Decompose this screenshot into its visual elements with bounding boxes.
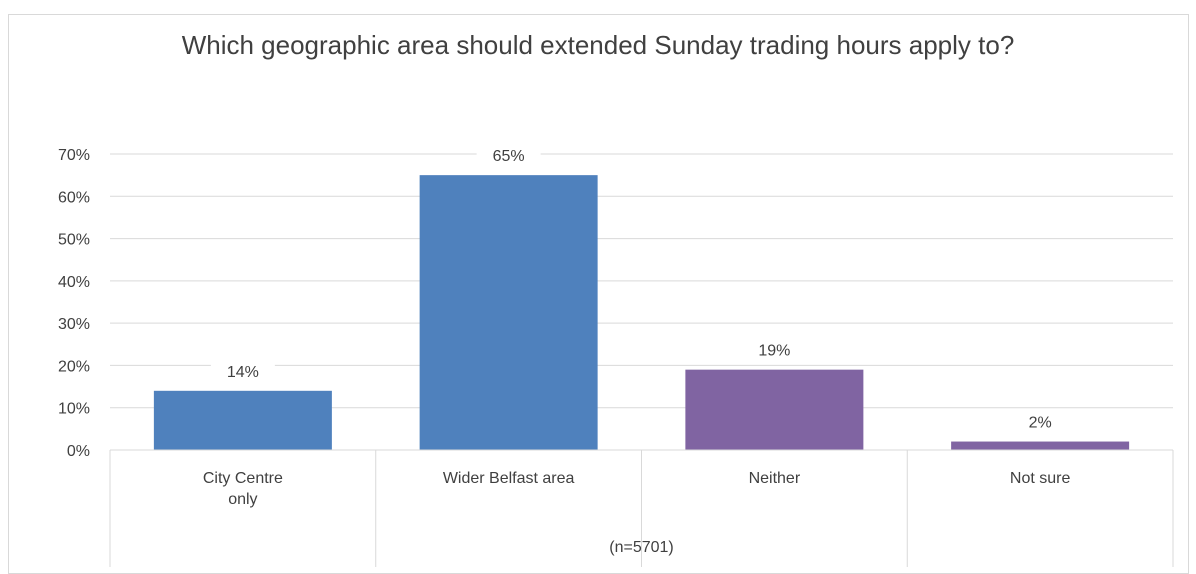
y-tick-label: 30% [58,316,90,333]
y-tick-label: 70% [58,147,90,164]
chart-title: Which geographic area should extended Su… [181,30,1015,60]
data-label: 2% [1029,415,1052,432]
data-label-bg [476,146,541,167]
data-label: 19% [758,343,790,360]
bar [153,390,332,450]
y-tick-label: 10% [58,401,90,418]
y-tick-label: 20% [58,358,90,375]
bar [685,369,864,450]
data-label-bg [1008,412,1073,433]
category-label: Wider Belfast area [443,470,575,487]
category-label: Neither [749,470,801,487]
data-label-bg [210,361,275,382]
data-label-bg [742,340,807,361]
category-label: Not sure [1010,470,1071,487]
y-tick-label: 60% [58,189,90,206]
y-tick-label: 0% [67,443,90,460]
data-label: 14% [227,364,259,381]
sample-size-note: (n=5701) [609,539,674,556]
data-label: 65% [493,148,525,165]
bar [951,441,1130,450]
y-tick-label: 40% [58,274,90,291]
chart-frame [8,14,1189,574]
bar [419,175,598,450]
y-tick-label: 50% [58,232,90,249]
category-label: City Centre only [203,470,283,508]
